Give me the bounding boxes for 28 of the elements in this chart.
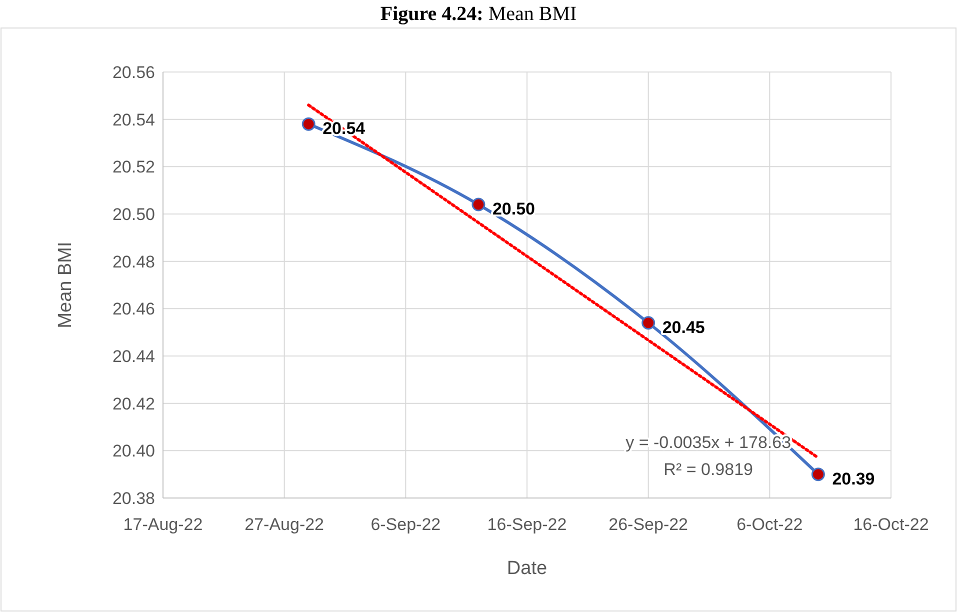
y-tick-label: 20.48: [112, 252, 155, 272]
x-tick-label: 26-Sep-22: [608, 515, 688, 534]
y-tick-label: 20.42: [112, 394, 155, 414]
x-tick-label: 6-Oct-22: [736, 515, 803, 534]
data-label: 20.39: [832, 469, 875, 488]
y-tick-label: 20.38: [112, 489, 155, 508]
x-tick-label: 16-Oct-22: [853, 515, 929, 534]
annotation: R² = 0.9819: [664, 460, 753, 479]
x-tick-label: 17-Aug-22: [123, 515, 203, 534]
data-label: 20.50: [492, 200, 536, 219]
y-tick-label: 20.46: [112, 300, 155, 319]
point: [302, 117, 316, 131]
data-label: 20.45: [662, 318, 705, 337]
y-tick-label: 20.52: [112, 158, 155, 177]
point: [642, 316, 656, 330]
x-tick-label: 16-Sep-22: [487, 515, 567, 534]
point: [811, 468, 825, 482]
y-tick-label: 20.54: [112, 110, 155, 130]
x-axis-title: Date: [506, 558, 548, 579]
y-axis-title: Mean BMI: [55, 242, 76, 328]
y-tick-label: 20.50: [112, 205, 155, 224]
y-tick-label: 20.40: [112, 442, 155, 461]
chart-title: Figure 4.24: Mean BMI: [380, 3, 577, 25]
y-tick-label: 20.44: [112, 347, 155, 366]
y-tick-label: 20.56: [112, 63, 155, 82]
point: [472, 198, 486, 212]
x-tick-label: 27-Aug-22: [244, 515, 324, 534]
x-tick-label: 6-Sep-22: [370, 515, 441, 534]
